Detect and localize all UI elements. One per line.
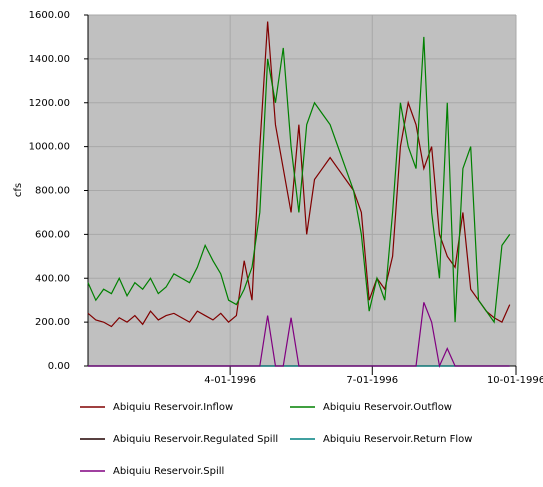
y-axis-label: cfs bbox=[13, 183, 24, 197]
legend-label: Abiquiu Reservoir.Return Flow bbox=[323, 434, 472, 445]
y-tick-label: 600.00 bbox=[35, 229, 70, 240]
legend-label: Abiquiu Reservoir.Inflow bbox=[113, 402, 233, 413]
y-tick-label: 1200.00 bbox=[29, 98, 70, 109]
y-tick-label: 800.00 bbox=[35, 186, 70, 197]
x-tick-label: 10-01-1996 bbox=[487, 375, 543, 386]
x-tick-label: 4-01-1996 bbox=[204, 375, 256, 386]
legend-label: Abiquiu Reservoir.Regulated Spill bbox=[113, 434, 278, 445]
y-tick-label: 1600.00 bbox=[29, 10, 70, 21]
y-tick-label: 1000.00 bbox=[29, 142, 70, 153]
series-line bbox=[87, 36, 511, 324]
x-tick-label: 7-01-1996 bbox=[346, 375, 398, 386]
series-line bbox=[88, 302, 510, 369]
y-tick-label: 200.00 bbox=[35, 317, 70, 328]
y-tick-label: 0.00 bbox=[48, 361, 70, 372]
y-tick-label: 1400.00 bbox=[29, 54, 70, 65]
legend-label: Abiquiu Reservoir.Spill bbox=[113, 466, 224, 477]
series-line bbox=[87, 21, 511, 328]
y-tick-label: 400.00 bbox=[35, 273, 70, 284]
legend-label: Abiquiu Reservoir.Outflow bbox=[323, 402, 452, 413]
